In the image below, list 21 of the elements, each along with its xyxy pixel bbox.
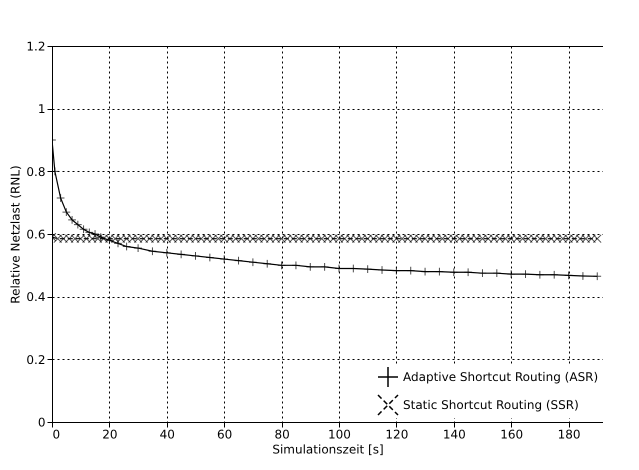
x-tick-label: 100 [328,428,351,442]
legend-label: Adaptive Shortcut Routing (ASR) [403,370,598,384]
x-axis-title: Simulationszeit [s] [272,442,384,456]
y-tick-label: 0.8 [26,164,46,179]
y-tick-label: 1 [38,102,46,116]
y-tick-label: 0.2 [26,352,46,367]
x-tick-label: 60 [217,428,232,442]
x-tick-label: 80 [274,428,290,442]
x-tick-label: 40 [160,428,175,442]
y-axis-title: Relative Netzlast (RNL) [8,165,22,304]
x-tick-label: 0 [52,428,60,442]
x-tick-label: 180 [558,428,581,442]
y-tick-label: 0 [38,416,46,430]
x-tick-label: 140 [442,428,466,442]
legend-label: Static Shortcut Routing (SSR) [403,398,579,412]
x-tick-label: 160 [500,428,524,442]
y-tick-label: 0.6 [26,228,46,242]
y-tick-label: 1.2 [26,40,46,54]
x-tick-label: 120 [385,428,408,442]
y-tick-label: 0.4 [26,290,46,304]
x-tick-label: 20 [102,428,118,442]
